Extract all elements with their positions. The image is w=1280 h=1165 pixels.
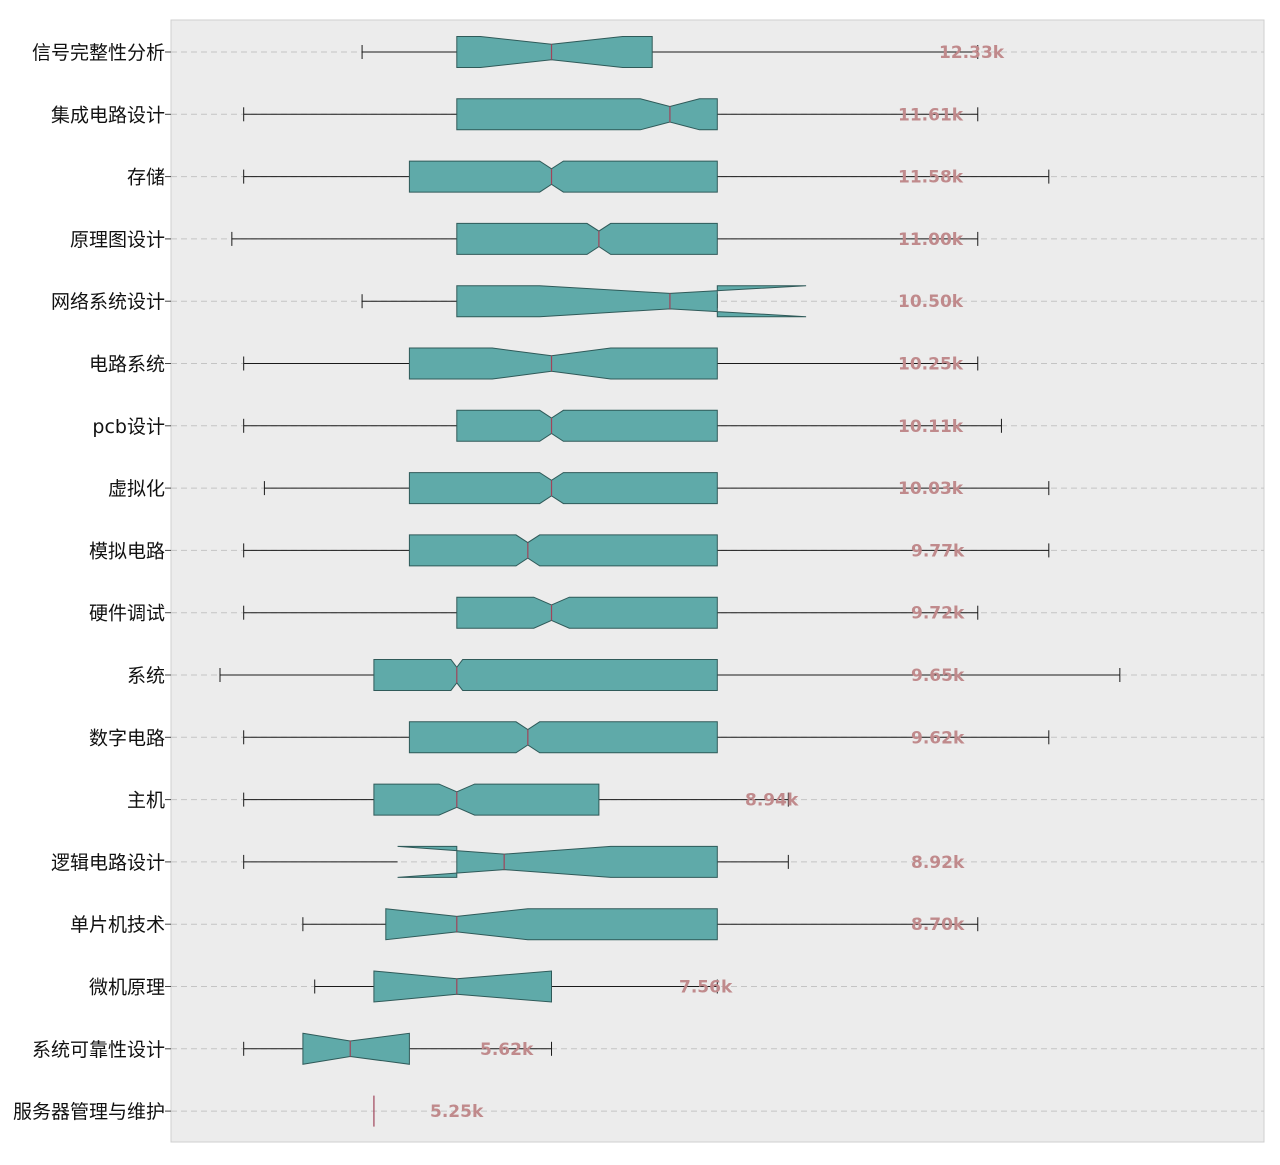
box-9: [243, 596, 979, 629]
category-label: 模拟电路: [89, 540, 165, 562]
box-body: [456, 36, 653, 68]
category-label: 存储: [127, 167, 165, 189]
value-label: 12.33k: [939, 43, 1005, 63]
category-label: 微机原理: [89, 977, 165, 999]
box-15: [314, 970, 718, 1003]
category-label: 信号完整性分析: [32, 42, 165, 64]
box-body: [456, 285, 807, 318]
box-body: [373, 783, 600, 816]
box-body: [385, 908, 718, 941]
box-body: [302, 1032, 410, 1065]
category-label: 虚拟化: [108, 478, 165, 500]
box-14: [302, 908, 979, 941]
value-label: 7.56k: [679, 978, 733, 998]
box-body: [397, 845, 718, 878]
category-label: 集成电路设计: [51, 104, 165, 126]
labels: 信号完整性分析 12.33k 集成电路设计 11.61k 存储 11.58k 原理图设计 11…: [13, 42, 1005, 1123]
value-label: 5.25k: [430, 1102, 484, 1122]
box-5: [243, 347, 979, 380]
value-label: 10.25k: [898, 355, 964, 375]
box-4: [361, 285, 807, 318]
box-body: [408, 160, 718, 193]
category-label: 系统可靠性设计: [32, 1039, 165, 1061]
value-label: 10.03k: [898, 479, 964, 499]
box-1: [243, 98, 979, 131]
box-body: [408, 721, 718, 754]
box-16: [243, 1032, 553, 1065]
box-0: [361, 36, 979, 68]
box-2: [243, 160, 1050, 193]
box-body: [456, 596, 718, 629]
value-label: 8.70k: [911, 915, 965, 935]
value-label: 11.58k: [898, 168, 964, 188]
plot-area: [170, 19, 1265, 1143]
category-label: pcb设计: [92, 416, 165, 438]
box-body: [373, 659, 718, 691]
category-label: 服务器管理与维护: [13, 1101, 165, 1123]
box-body: [456, 98, 718, 131]
value-label: 10.50k: [898, 292, 964, 312]
box-12: [243, 783, 789, 816]
value-label: 9.62k: [911, 728, 965, 748]
category-label: 逻辑电路设计: [51, 852, 165, 874]
value-label: 11.61k: [898, 105, 964, 125]
category-label: 系统: [127, 665, 165, 687]
category-label: 网络系统设计: [51, 291, 165, 313]
box-10: [219, 659, 1121, 691]
boxes: [219, 36, 1121, 1127]
box-8: [243, 534, 1050, 567]
value-label: 9.72k: [911, 604, 965, 624]
box-body: [408, 472, 718, 505]
value-label: 9.65k: [911, 666, 965, 686]
category-label: 电路系统: [89, 354, 165, 376]
value-label: 8.94k: [745, 791, 799, 811]
box-6: [243, 409, 1002, 442]
box-3: [231, 222, 979, 255]
category-label: 原理图设计: [70, 229, 165, 251]
box-body: [408, 347, 718, 380]
category-label: 数字电路: [89, 727, 165, 749]
value-label: 5.62k: [480, 1040, 534, 1060]
box-13: [243, 845, 789, 878]
value-label: 10.11k: [898, 417, 964, 437]
box-body: [408, 534, 718, 567]
box-11: [243, 721, 1050, 754]
value-label: 9.77k: [911, 541, 965, 561]
box-body: [456, 222, 718, 255]
category-label: 单片机技术: [70, 914, 165, 936]
value-label: 11.00k: [898, 230, 964, 250]
category-label: 硬件调试: [89, 603, 165, 625]
box-7: [263, 472, 1050, 505]
value-label: 8.92k: [911, 853, 965, 873]
box-body: [456, 409, 718, 442]
category-label: 主机: [127, 790, 165, 812]
